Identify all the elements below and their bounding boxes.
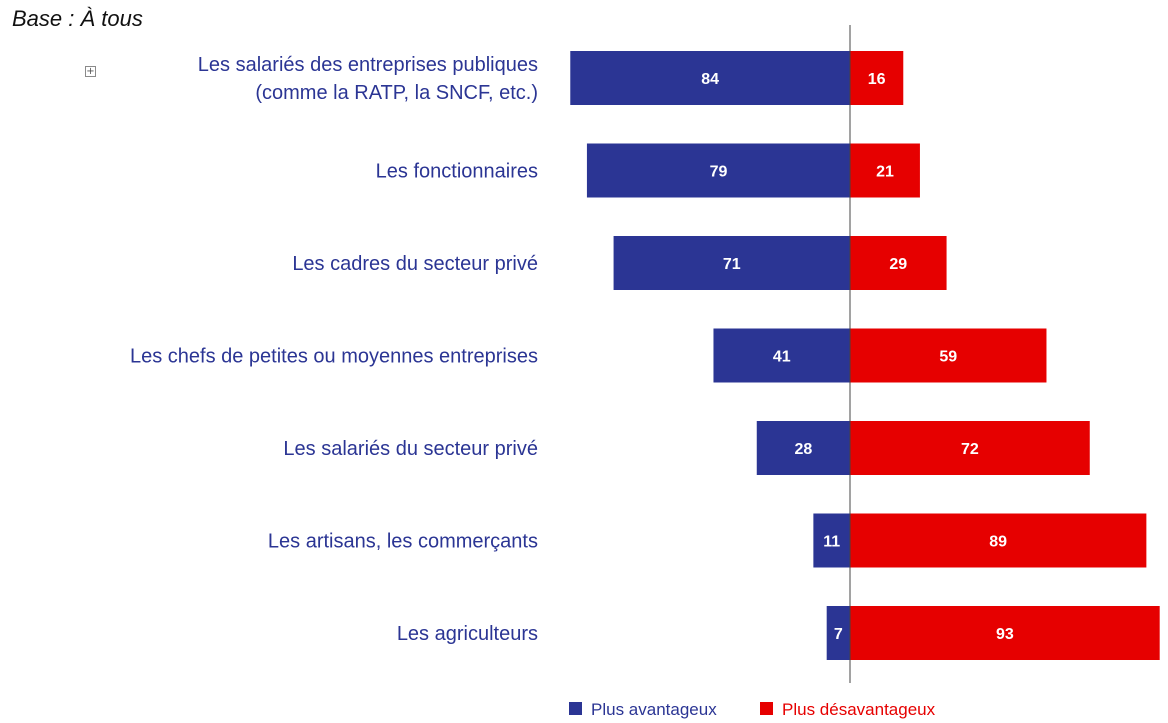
category-label: Les cadres du secteur privé (292, 253, 538, 275)
category-label: Les fonctionnaires (376, 161, 538, 183)
bar-plus-avantageux (613, 236, 850, 290)
bar-plus-avantageux (813, 513, 850, 568)
value-label: 28 (794, 441, 812, 458)
bar-plus-desavantageux (850, 143, 920, 198)
value-label: 84 (701, 71, 719, 88)
category-label: (comme la RATP, la SNCF, etc.) (255, 82, 538, 104)
legend-label: Plus avantageux (591, 700, 717, 719)
category-label: Les artisans, les commerçants (268, 531, 538, 553)
category-label: Les chefs de petites ou moyennes entrepr… (130, 346, 538, 368)
expand-icon[interactable]: + (85, 66, 96, 77)
bar-plus-desavantageux (850, 328, 1047, 383)
bar-plus-avantageux (586, 143, 850, 198)
value-label: 89 (989, 534, 1007, 551)
value-label: 72 (961, 441, 979, 458)
bar-plus-desavantageux (850, 513, 1147, 568)
value-label: 29 (889, 256, 907, 273)
bar-plus-desavantageux (850, 236, 947, 290)
legend-label: Plus désavantageux (782, 700, 936, 719)
base-label: Base : À tous (12, 6, 143, 31)
bar-plus-desavantageux (850, 51, 904, 105)
category-label: Les agriculteurs (397, 623, 538, 645)
category-label: Les salariés du secteur privé (283, 438, 538, 460)
legend-swatch (760, 702, 773, 715)
category-label: Les salariés des entreprises publiques (198, 54, 538, 76)
value-label: 93 (996, 626, 1014, 643)
value-label: 41 (773, 349, 791, 366)
bar-plus-desavantageux (850, 421, 1090, 475)
legend-swatch (569, 702, 582, 715)
bar-plus-avantageux (756, 421, 850, 475)
bar-plus-desavantageux (850, 606, 1160, 660)
value-label: 79 (710, 164, 728, 181)
value-label: 7 (834, 626, 843, 643)
value-label: 11 (823, 534, 840, 551)
value-label: 21 (876, 164, 894, 181)
bar-plus-avantageux (570, 51, 850, 105)
value-label: 71 (723, 256, 741, 273)
value-label: 16 (868, 71, 886, 88)
bar-plus-avantageux (826, 606, 850, 660)
value-label: 59 (939, 349, 957, 366)
bar-plus-avantageux (713, 328, 850, 383)
